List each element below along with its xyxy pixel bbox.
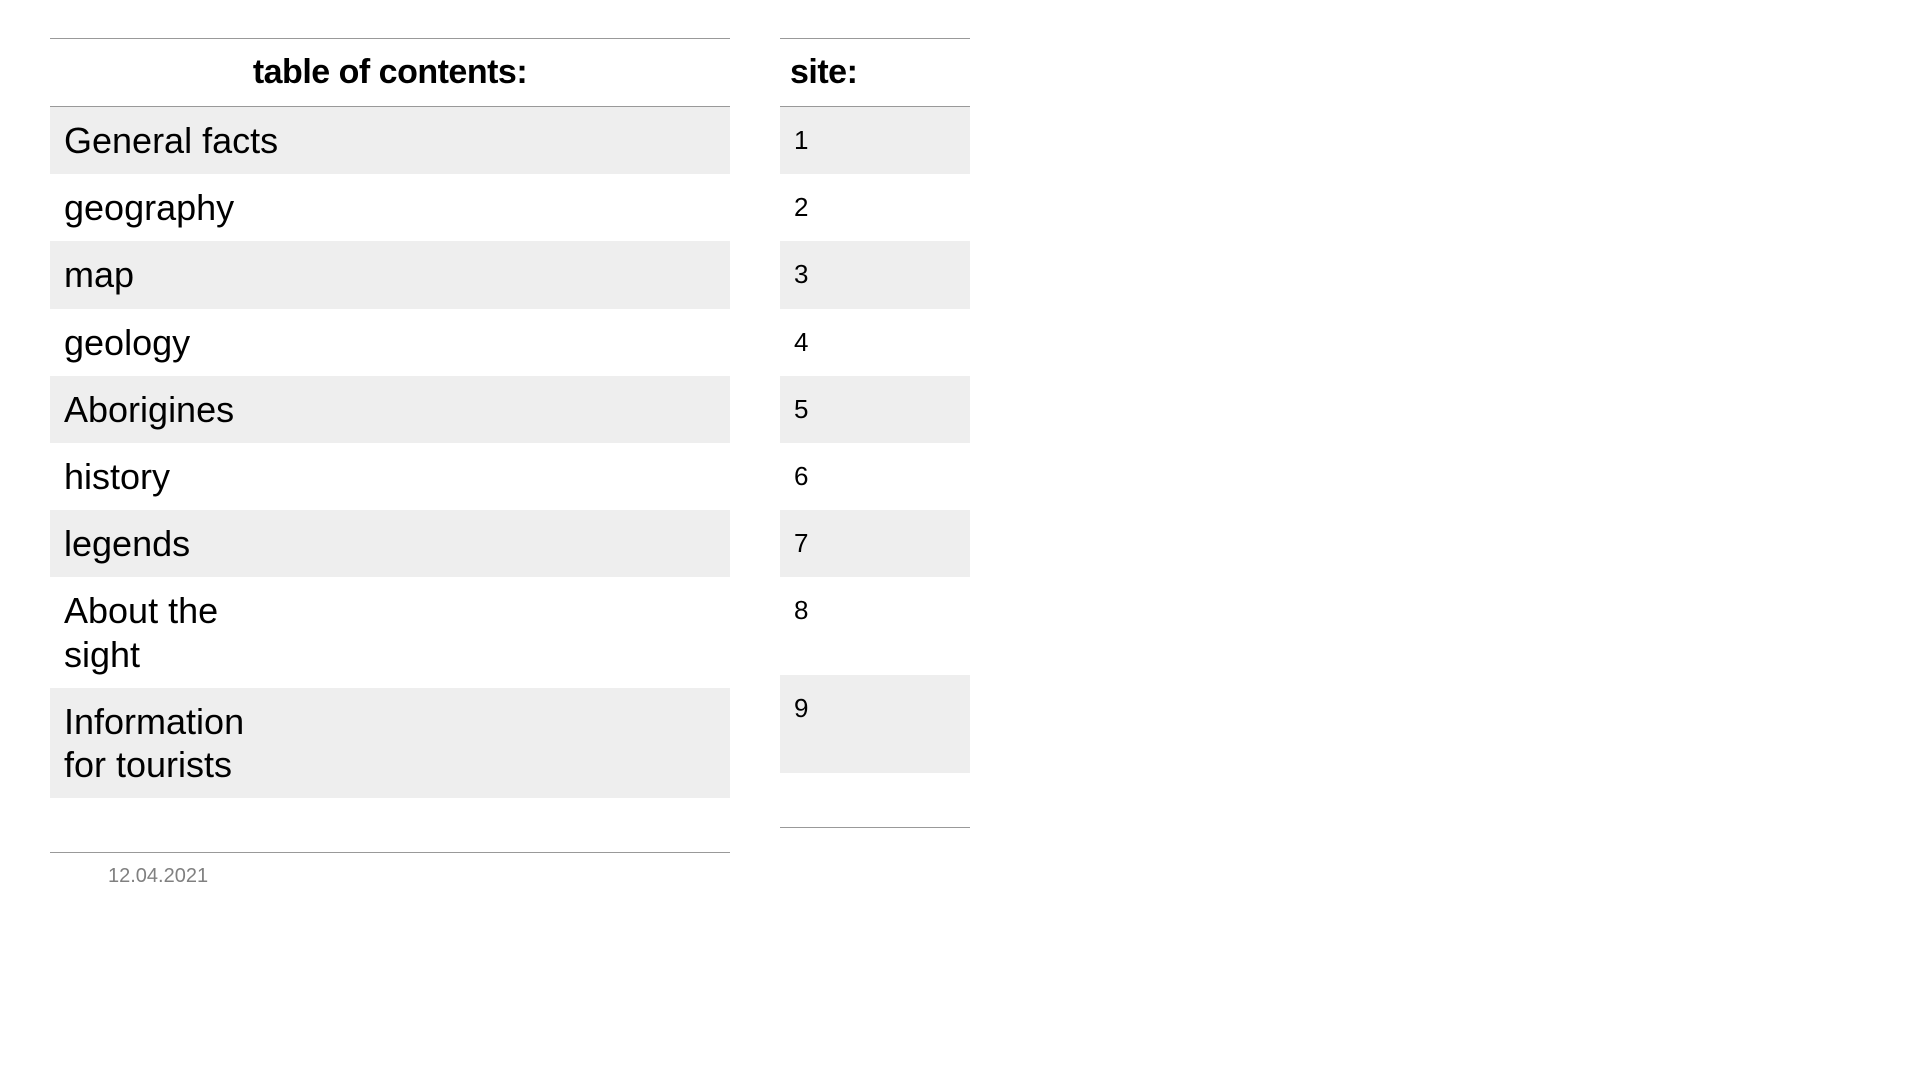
toc-container: table of contents: General facts geograp… <box>0 0 1920 888</box>
page-number: 9 <box>780 675 970 773</box>
toc-row: map <box>50 241 730 308</box>
toc-row: Information for tourists <box>50 688 730 798</box>
toc-row: General facts <box>50 107 730 174</box>
contents-column: table of contents: General facts geograp… <box>50 38 730 888</box>
page-number: 6 <box>780 443 970 510</box>
footer-divider <box>780 827 970 828</box>
page-number: 4 <box>780 309 970 376</box>
page-number: 3 <box>780 241 970 308</box>
footer-divider <box>50 852 730 853</box>
page-number: 2 <box>780 174 970 241</box>
page-number: 7 <box>780 510 970 577</box>
toc-row: Aborigines <box>50 376 730 443</box>
toc-row: About the sight <box>50 577 730 687</box>
footer-date: 12.04.2021 <box>108 865 730 888</box>
site-column: site: 1 2 3 4 5 6 7 8 9 <box>780 38 970 888</box>
toc-row: geology <box>50 309 730 376</box>
page-number: 1 <box>780 107 970 174</box>
site-header: site: <box>780 38 970 107</box>
toc-row: legends <box>50 510 730 577</box>
toc-row: history <box>50 443 730 510</box>
contents-header: table of contents: <box>50 38 730 107</box>
page-number: 5 <box>780 376 970 443</box>
page-number: 8 <box>780 577 970 675</box>
toc-row: geography <box>50 174 730 241</box>
toc-row-label: Information for tourists <box>64 700 254 786</box>
toc-row-label: About the sight <box>64 589 254 675</box>
